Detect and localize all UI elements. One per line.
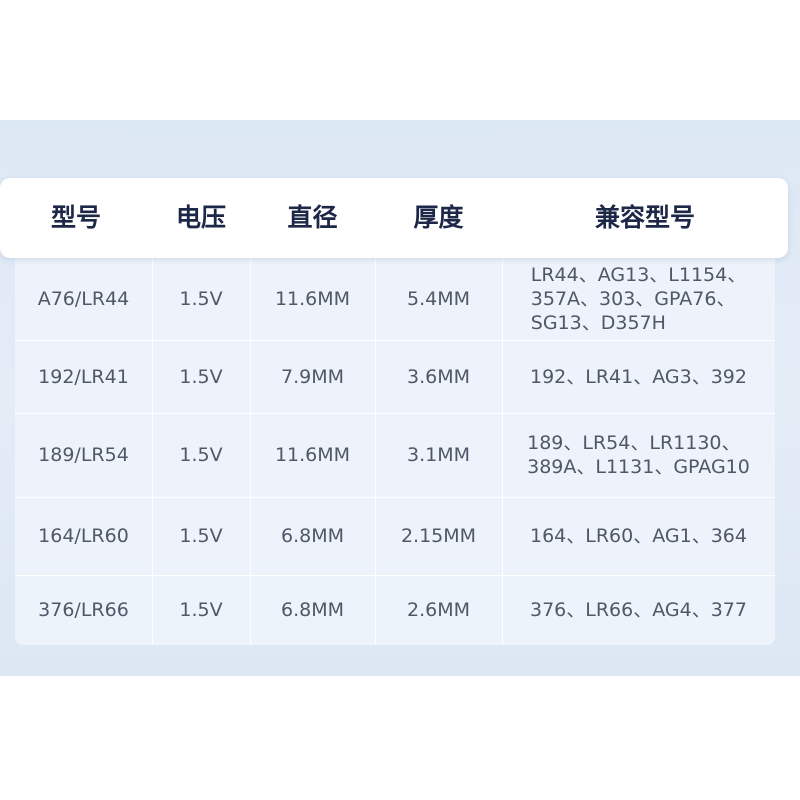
cell-diameter: 6.8MM	[280, 599, 344, 621]
cell-thickness: 5.4MM	[406, 288, 470, 310]
cell-voltage: 1.5V	[179, 365, 223, 388]
header-model: 型号	[50, 203, 101, 232]
cell-model: 192/LR41	[38, 365, 129, 388]
column-divider	[375, 258, 376, 645]
header-diameter: 直径	[287, 203, 338, 232]
cell-diameter: 6.8MM	[280, 525, 344, 547]
cell-voltage: 1.5V	[179, 288, 223, 310]
cell-thickness: 2.15MM	[400, 525, 477, 547]
header-thickness: 厚度	[413, 203, 464, 232]
column-divider	[502, 258, 503, 645]
cell-compatible: 376、LR66、AG4、377	[530, 599, 747, 621]
cell-voltage: 1.5V	[179, 525, 223, 547]
row-divider	[15, 575, 775, 576]
row-divider	[15, 497, 775, 498]
cell-compatible: 189、LR54、LR1130、 389A、L1131、GPAG10	[527, 432, 750, 478]
cell-model: 376/LR66	[38, 599, 129, 621]
cell-model: 164/LR60	[38, 525, 129, 547]
table-header: 型号 电压 直径 厚度 兼容型号	[0, 178, 788, 258]
cell-thickness: 3.6MM	[406, 365, 470, 388]
cell-diameter: 7.9MM	[280, 365, 344, 388]
cell-compatible: 164、LR60、AG1、364	[530, 525, 747, 547]
cell-thickness: 3.1MM	[406, 444, 470, 466]
cell-diameter: 11.6MM	[274, 288, 351, 310]
row-divider	[15, 340, 775, 341]
cell-compatible: LR44、AG13、L1154、 357A、303、GPA76、 SG13、D3…	[530, 264, 747, 334]
header-voltage: 电压	[175, 203, 226, 232]
cell-compatible: 192、LR41、AG3、392	[530, 365, 747, 388]
cell-diameter: 11.6MM	[274, 444, 351, 466]
column-divider	[152, 258, 153, 645]
cell-voltage: 1.5V	[179, 599, 223, 621]
row-divider	[15, 413, 775, 414]
cell-thickness: 2.6MM	[406, 599, 470, 621]
cell-voltage: 1.5V	[179, 444, 223, 466]
column-divider	[250, 258, 251, 645]
cell-model: A76/LR44	[37, 288, 130, 310]
header-compatible: 兼容型号	[594, 203, 695, 232]
table-body	[15, 250, 775, 645]
cell-model: 189/LR54	[38, 444, 129, 466]
